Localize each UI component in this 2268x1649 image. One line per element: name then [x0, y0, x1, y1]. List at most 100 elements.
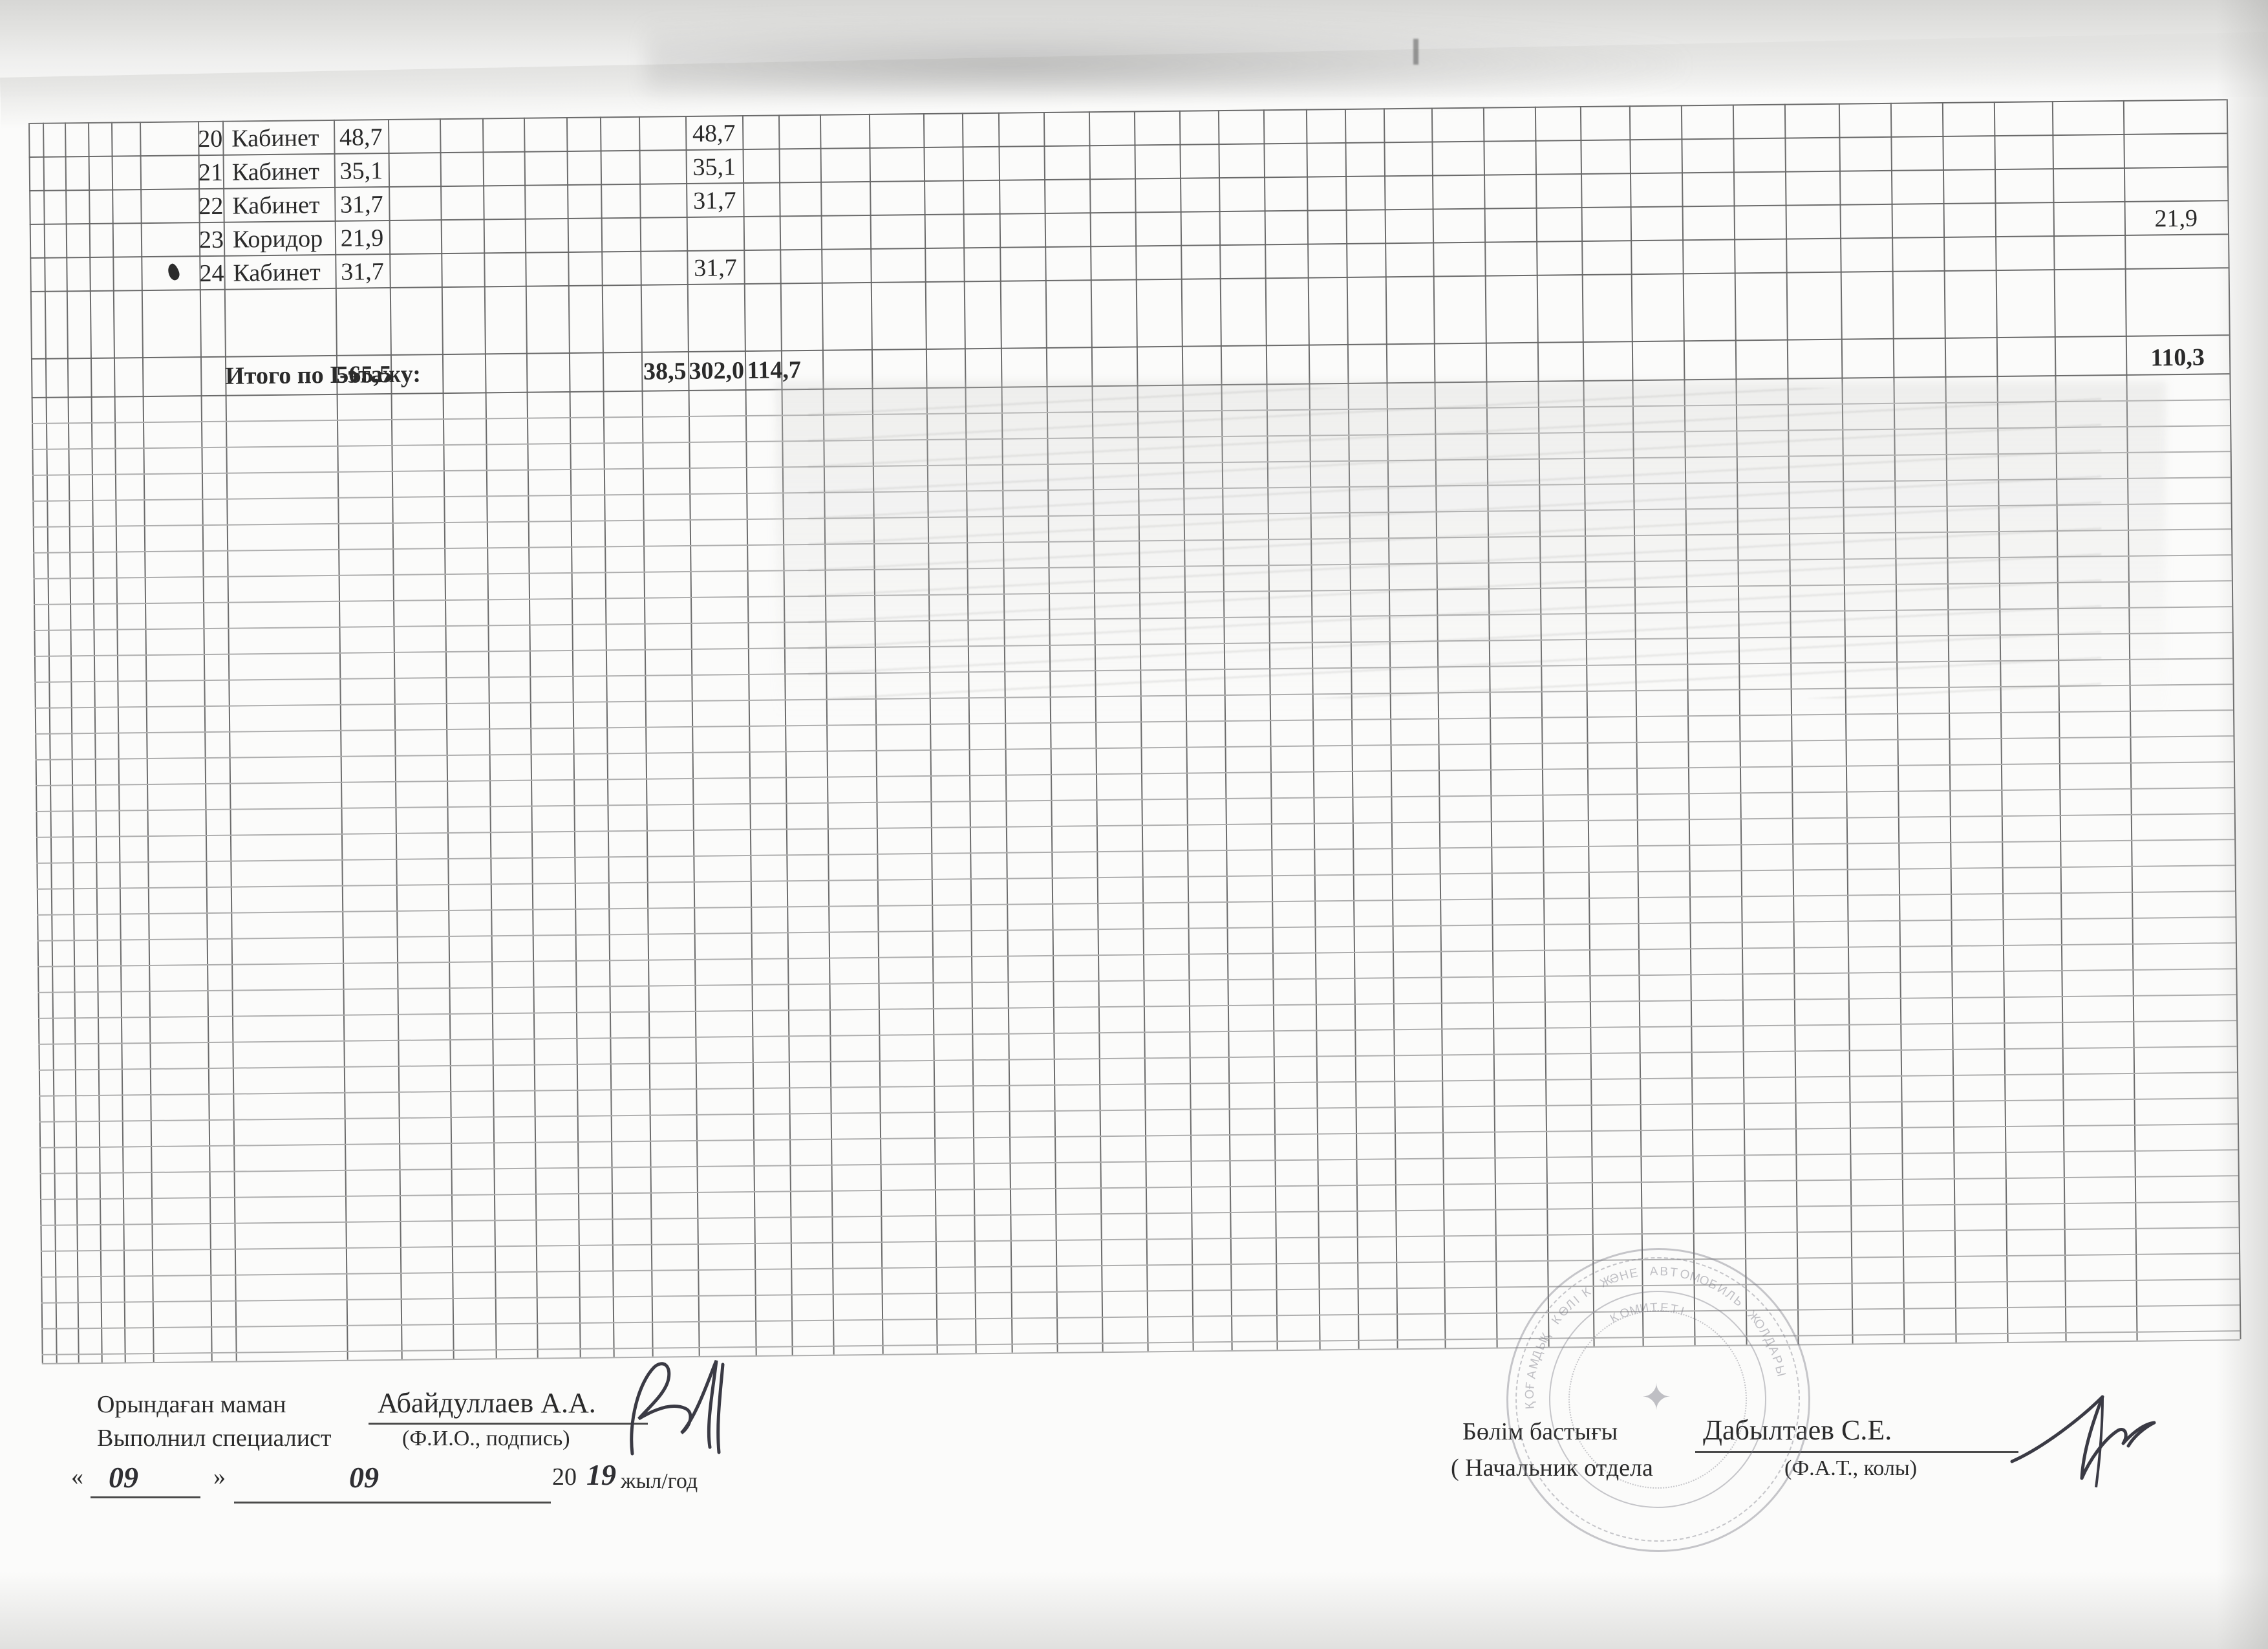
right-signer-name: Дабылтаев С.Е. [1703, 1414, 1892, 1446]
table-column-line-25 [1088, 111, 1104, 1352]
seal-glyph: А [1524, 1368, 1540, 1380]
table-row-line-39 [40, 1201, 2239, 1226]
table-row-line-15 [34, 580, 2232, 605]
table-column-line-2 [64, 122, 80, 1363]
row-name-20: Кабинет [231, 124, 319, 153]
row-name-23: Коридор [232, 225, 323, 253]
row-number-20: 20 [198, 125, 223, 153]
row-area-23: 21,9 [340, 224, 384, 252]
table-row-line-28 [37, 916, 2236, 942]
table-column-line-32 [1383, 108, 1398, 1349]
left-signature-mark [630, 1359, 725, 1456]
table-column-line-7 [222, 120, 237, 1361]
total-v1: 38,5 [643, 358, 687, 385]
table-row-line-16 [34, 606, 2232, 631]
table-row-line-33 [38, 1046, 2237, 1071]
table-row-line-20 [35, 709, 2234, 735]
date-month-value: 09 [349, 1461, 379, 1494]
table-column-line-13 [566, 116, 581, 1357]
seal-glyph: Қ [1523, 1400, 1537, 1410]
table-column-line-28 [1217, 110, 1233, 1350]
table-row-line-21 [35, 735, 2234, 760]
row-area-24: 31,7 [341, 258, 384, 286]
table-column-line-23 [998, 112, 1013, 1353]
table-row-line-31 [37, 994, 2236, 1019]
table-column-line-47 [2226, 99, 2241, 1340]
seal-glyph: Ғ [1523, 1380, 1538, 1390]
table-column-line-35 [1534, 106, 1550, 1347]
table-row-line-9 [32, 425, 2231, 450]
date-open-quote: « [71, 1463, 83, 1491]
seal-star-icon: ✦ [1641, 1378, 1672, 1418]
table-column-line-18 [778, 114, 793, 1355]
row-number-23: 23 [198, 226, 224, 254]
table-column-line-30 [1305, 109, 1321, 1350]
seal-glyph: Р [1769, 1353, 1786, 1368]
table-column-line-37 [1629, 105, 1644, 1346]
date-year-caption: жыл/год [621, 1469, 698, 1493]
table-row-line-43 [41, 1304, 2240, 1330]
row-cola-22: 31,7 [692, 187, 736, 215]
table-row-line-37 [39, 1149, 2238, 1174]
table-column-line-36 [1579, 106, 1595, 1346]
left-role-kk: Орындаған маман [97, 1391, 286, 1418]
table-column-line-41 [1838, 103, 1854, 1344]
table-column-line-3 [87, 122, 103, 1363]
table-column-line-21 [923, 113, 938, 1353]
table-row-line-42 [41, 1278, 2240, 1304]
table-row-line-38 [40, 1175, 2238, 1200]
inventory-table: 20 Кабинет 48,7 48,7 21 Кабинет 35,1 35,1 22 Каби… [28, 99, 2241, 1364]
table-row-line-13 [33, 528, 2232, 554]
table-column-line-17 [742, 115, 757, 1355]
table-column-line-39 [1732, 104, 1748, 1345]
date-day-rule [91, 1496, 200, 1498]
row-colb-23: 21,9 [2154, 204, 2198, 233]
table-column-line-24 [1043, 111, 1058, 1352]
right-name-rule [1695, 1451, 2018, 1453]
table-column-line-12 [523, 117, 539, 1358]
table-row-line-32 [38, 1020, 2237, 1045]
table-column-line-14 [599, 116, 615, 1357]
row-area-20: 48,7 [339, 124, 383, 151]
total-v-last: 110,3 [2150, 343, 2205, 372]
table-column-line-40 [1784, 103, 1799, 1344]
row-name-21: Кабинет [231, 158, 320, 186]
table-column-line-26 [1133, 111, 1149, 1352]
table-column-line-33 [1431, 107, 1446, 1348]
seal-glyph: О [1523, 1388, 1537, 1399]
table-column-line-11 [482, 118, 497, 1359]
table-column-line-19 [819, 114, 835, 1355]
table-column-line-44 [1993, 102, 2009, 1342]
table-row-line-41 [41, 1253, 2240, 1278]
table-row-line-0 [28, 99, 2227, 124]
table-column-line-29 [1263, 109, 1278, 1350]
table-row-line-25 [36, 839, 2235, 864]
date-year-prefix: 20 [552, 1463, 577, 1491]
row-name-24: Кабинет [233, 259, 321, 287]
date-day-value: 09 [109, 1461, 138, 1494]
row-number-24: 24 [199, 259, 224, 288]
seal-glyph: А [1766, 1344, 1782, 1359]
date-close-quote: » [213, 1463, 226, 1491]
table-column-line-5 [139, 122, 155, 1363]
table-row-line-36 [39, 1123, 2238, 1148]
table-row-line-6 [30, 334, 2229, 360]
row-cola-20: 48,7 [692, 120, 736, 147]
table-row-line-12 [32, 502, 2231, 528]
table-column-line-20 [868, 113, 884, 1354]
left-name-caption: (Ф.И.О., подпись) [402, 1427, 570, 1450]
seal-glyph: Ы [1771, 1364, 1788, 1379]
row-cola-24: 31,7 [694, 254, 737, 282]
table-row-line-14 [33, 554, 2232, 579]
seal-glyph: Д [1530, 1348, 1546, 1361]
table-row-line-23 [36, 787, 2234, 812]
table-column-line-34 [1482, 107, 1498, 1348]
table-column-line-27 [1179, 110, 1194, 1351]
table-column-line-0 [28, 122, 43, 1363]
table-row-line-40 [40, 1227, 2239, 1252]
table-column-line-9 [387, 118, 403, 1359]
row-name-22: Кабинет [232, 191, 320, 220]
row-area-21: 35,1 [339, 157, 383, 185]
table-column-line-8 [333, 119, 348, 1360]
